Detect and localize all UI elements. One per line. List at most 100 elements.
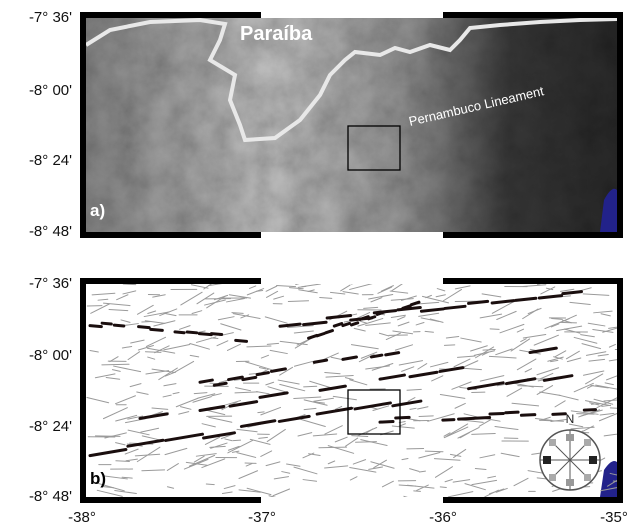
minor-fault xyxy=(488,355,517,359)
minor-fault xyxy=(585,351,607,356)
minor-fault xyxy=(114,490,137,494)
minor-fault xyxy=(158,367,178,381)
minor-fault xyxy=(104,475,128,480)
minor-fault xyxy=(560,288,575,292)
major-fault xyxy=(234,338,249,343)
minor-fault xyxy=(500,452,520,458)
state-border xyxy=(86,18,617,143)
compass-box xyxy=(549,439,556,446)
minor-fault xyxy=(445,335,460,339)
minor-fault xyxy=(245,361,272,371)
major-fault xyxy=(164,432,205,442)
minor-fault xyxy=(353,327,366,332)
minor-fault xyxy=(260,406,282,416)
minor-fault xyxy=(203,284,212,290)
minor-fault xyxy=(487,475,497,479)
minor-fault xyxy=(300,418,326,427)
minor-fault xyxy=(409,468,420,472)
minor-fault xyxy=(409,407,417,410)
minor-fault xyxy=(401,366,415,372)
minor-fault xyxy=(484,489,499,497)
lon-label: -35° xyxy=(600,509,628,526)
major-fault xyxy=(100,321,113,326)
minor-fault xyxy=(449,453,462,457)
minor-fault xyxy=(539,391,562,396)
minor-fault xyxy=(418,312,440,317)
major-fault xyxy=(519,413,537,417)
minor-fault xyxy=(141,320,152,323)
major-fault xyxy=(349,321,360,327)
minor-fault xyxy=(359,320,368,324)
minor-fault xyxy=(196,292,215,305)
compass-label: N xyxy=(566,412,575,426)
panel-b: N b) -7° 36' -8° 00' -8° 24' -8° 48' xyxy=(29,275,623,505)
minor-fault xyxy=(220,323,242,331)
minor-fault xyxy=(580,409,603,417)
minor-fault xyxy=(249,285,257,289)
minor-fault xyxy=(418,452,441,459)
minor-fault xyxy=(603,433,617,437)
minor-fault xyxy=(491,300,516,314)
major-fault xyxy=(391,399,423,408)
minor-fault xyxy=(193,392,208,395)
minor-fault xyxy=(603,399,617,402)
minor-fault xyxy=(495,348,513,356)
major-fault xyxy=(318,384,347,392)
major-fault xyxy=(202,431,236,440)
minor-fault xyxy=(342,291,359,295)
minor-fault xyxy=(136,304,154,315)
major-fault xyxy=(443,304,467,310)
minor-fault xyxy=(390,314,406,319)
minor-fault xyxy=(593,398,614,405)
major-fault xyxy=(209,332,224,336)
minor-fault xyxy=(265,285,278,292)
minor-fault xyxy=(479,375,505,382)
minor-fault xyxy=(349,284,373,290)
minor-fault xyxy=(272,488,291,497)
minor-fault xyxy=(345,437,359,447)
minor-fault xyxy=(143,311,170,318)
minor-fault xyxy=(234,391,259,394)
minor-fault xyxy=(318,446,348,449)
major-fault xyxy=(467,381,505,391)
minor-fault xyxy=(371,363,394,371)
minor-fault xyxy=(266,428,286,443)
minor-fault xyxy=(360,351,378,359)
minor-fault xyxy=(178,325,191,330)
minor-fault xyxy=(105,377,121,380)
minor-fault xyxy=(231,312,244,314)
minor-fault xyxy=(424,330,434,333)
minor-fault xyxy=(602,327,617,333)
minor-fault xyxy=(228,294,252,299)
minor-fault xyxy=(596,397,617,409)
minor-fault xyxy=(397,316,406,321)
minor-fault xyxy=(191,310,203,314)
minor-fault xyxy=(418,470,426,473)
minor-fault xyxy=(111,369,121,372)
minor-fault xyxy=(533,334,559,346)
minor-fault xyxy=(166,486,175,489)
minor-fault xyxy=(524,368,533,373)
minor-fault xyxy=(550,359,559,363)
minor-fault xyxy=(540,416,551,421)
major-fault xyxy=(504,410,520,415)
minor-fault xyxy=(349,476,358,481)
minor-fault xyxy=(599,412,615,416)
major-fault xyxy=(369,353,384,359)
minor-fault xyxy=(151,407,169,410)
minor-fault xyxy=(550,323,560,328)
minor-fault xyxy=(180,291,203,306)
minor-fault xyxy=(585,373,604,385)
minor-fault xyxy=(340,284,351,292)
minor-fault xyxy=(590,384,609,389)
minor-fault xyxy=(368,466,384,470)
minor-fault xyxy=(563,328,581,334)
minor-fault xyxy=(522,334,547,339)
minor-fault xyxy=(609,407,617,409)
minor-fault xyxy=(407,397,416,402)
minor-fault xyxy=(90,303,110,314)
minor-fault xyxy=(582,370,605,376)
major-fault xyxy=(528,346,558,355)
minor-fault xyxy=(266,290,279,298)
minor-fault xyxy=(96,489,123,497)
